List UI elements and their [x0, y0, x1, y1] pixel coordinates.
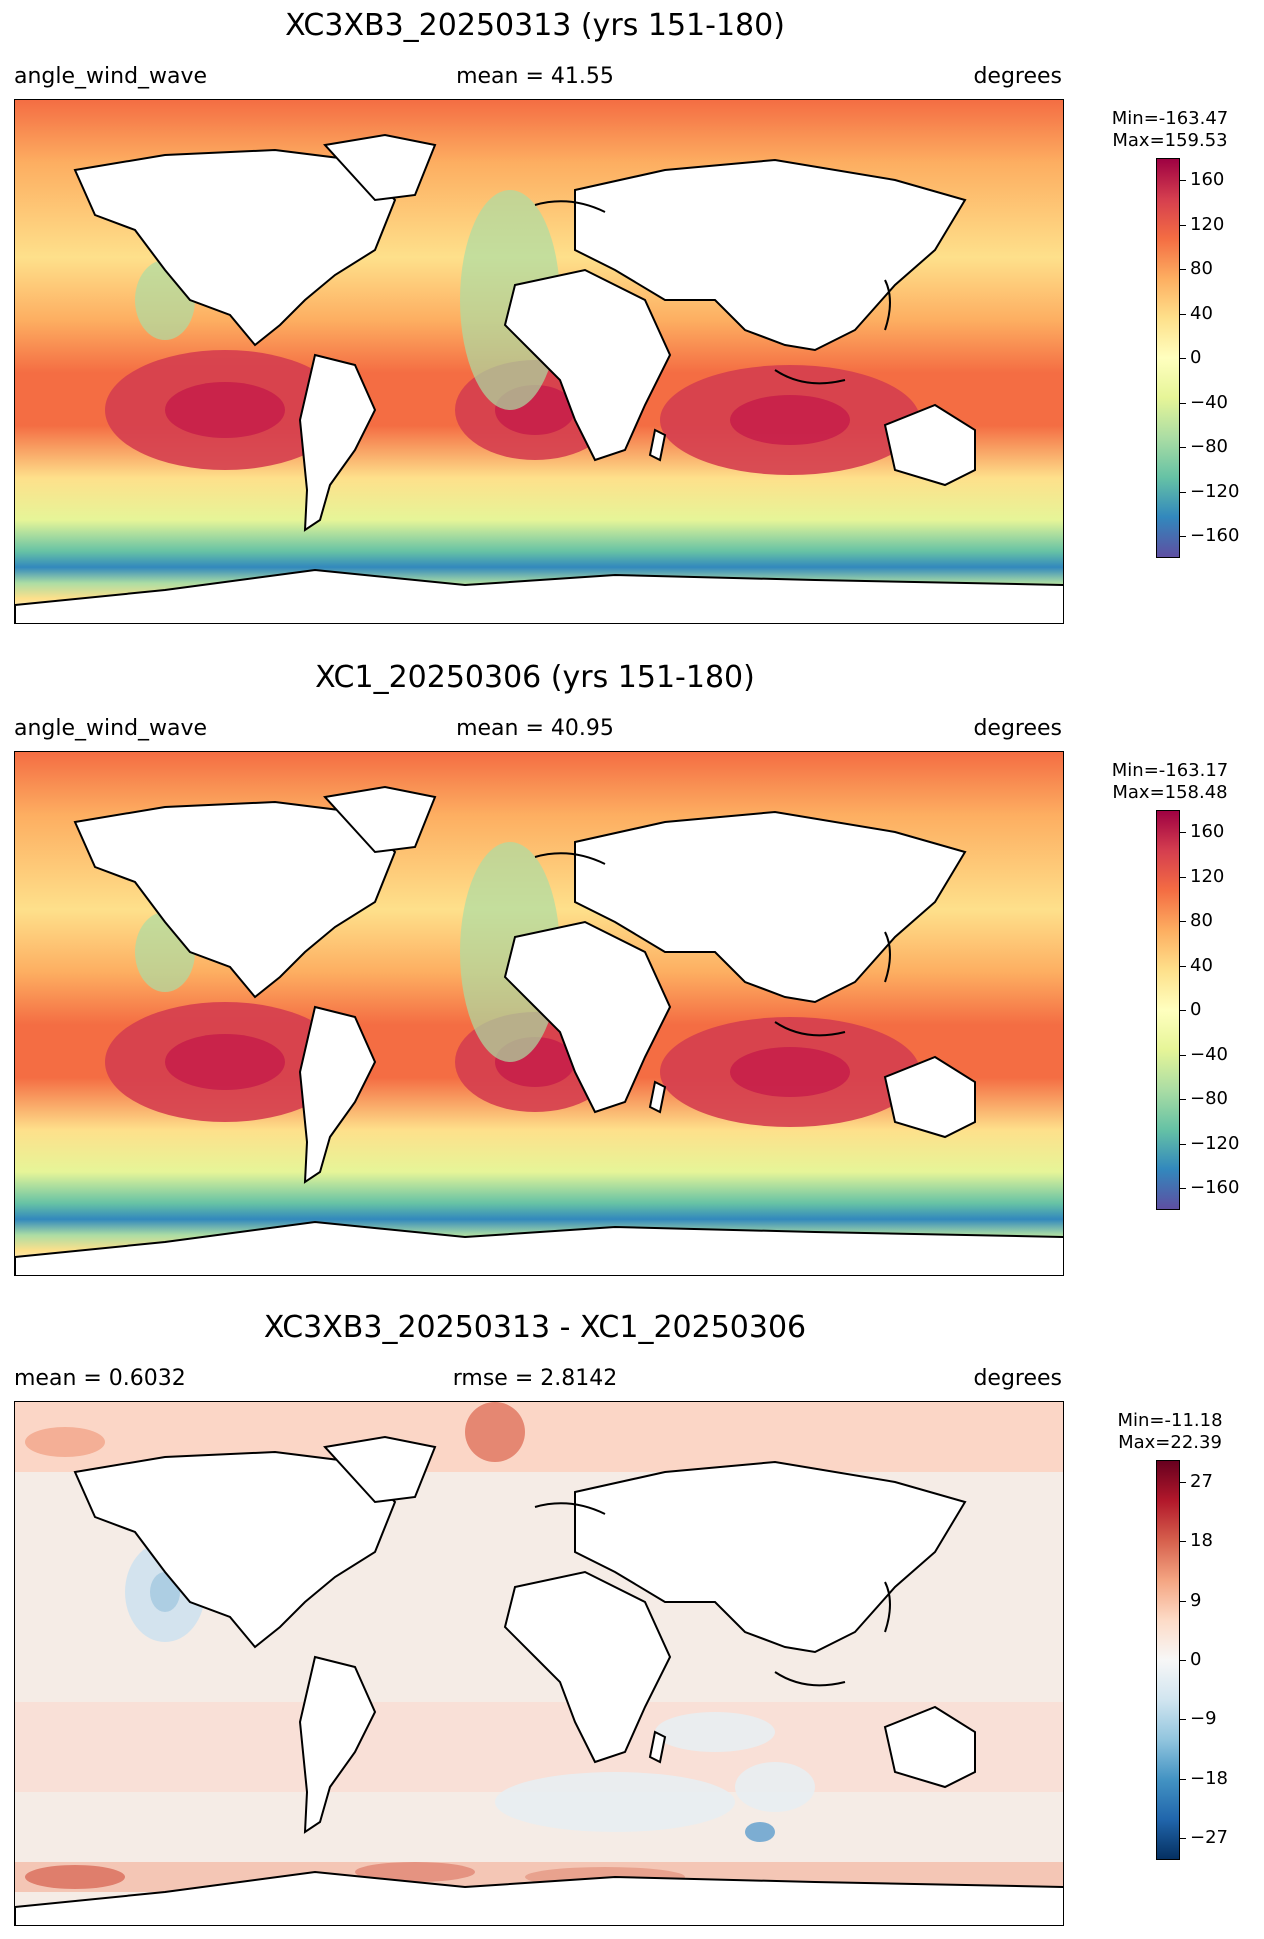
colorbar	[1156, 1460, 1180, 1860]
tick-mark	[1180, 1482, 1186, 1483]
map-panel-2: XC1_20250306 (yrs 151-180) angle_wind_wa…	[0, 660, 1264, 1280]
tick-mark	[1180, 876, 1186, 878]
panel-title: XC3XB3_20250313 - XC1_20250306	[263, 1310, 807, 1345]
rmse-label: rmse = 2.8142	[452, 1366, 618, 1391]
tick-label: 40	[1190, 954, 1213, 976]
tick-mark	[1180, 1541, 1186, 1543]
mean-label: mean = 40.95	[456, 716, 614, 741]
tick-label: 160	[1190, 821, 1225, 842]
tick-label: −18	[1190, 1767, 1228, 1789]
tick-mark	[1180, 1838, 1186, 1839]
min-max-label: Min=-11.18 Max=22.39	[1080, 1410, 1260, 1454]
colorbar	[1156, 158, 1180, 558]
colorbar-ticks: 160 120 80 40 0 −40 −80 −120 −160	[1180, 158, 1260, 558]
units-label: degrees	[973, 1366, 1062, 1391]
tick-label: 120	[1190, 213, 1225, 235]
tick-label: 160	[1190, 169, 1225, 190]
tick-label: 0	[1190, 999, 1202, 1020]
tick-mark	[1180, 536, 1186, 537]
tick-label: −160	[1190, 525, 1240, 546]
mean-label: mean = 41.55	[456, 64, 614, 89]
max-value: Max=159.53	[1112, 130, 1228, 151]
tick-mark	[1180, 1099, 1186, 1100]
tick-label: 120	[1190, 865, 1225, 887]
colorbar-ticks: 27 18 9 0 −9 −18 −27	[1180, 1460, 1260, 1860]
colorbar	[1156, 810, 1180, 1210]
tick-mark	[1180, 1719, 1186, 1721]
tick-mark	[1180, 1010, 1186, 1011]
map-panel-1: XC3XB3_20250313 (yrs 151-180) angle_wind…	[0, 8, 1264, 628]
tick-label: −120	[1190, 1132, 1240, 1154]
tick-label: −80	[1190, 1088, 1228, 1109]
tick-mark	[1180, 180, 1186, 181]
max-value: Max=22.39	[1118, 1432, 1222, 1453]
tick-label: 80	[1190, 910, 1213, 931]
tick-mark	[1180, 1143, 1186, 1145]
tick-label: −120	[1190, 480, 1240, 502]
tick-label: 0	[1190, 347, 1202, 368]
panel-title: XC3XB3_20250313 (yrs 151-180)	[285, 8, 785, 43]
world-map	[14, 751, 1064, 1276]
tick-label: 0	[1190, 1649, 1202, 1670]
mean-label: mean = 0.6032	[14, 1366, 186, 1391]
tick-mark	[1180, 447, 1186, 448]
min-max-label: Min=-163.17 Max=158.48	[1080, 760, 1260, 804]
units-label: degrees	[973, 716, 1062, 741]
tick-mark	[1180, 269, 1186, 270]
tick-label: 9	[1190, 1589, 1202, 1611]
tick-mark	[1180, 491, 1186, 493]
colorbar-ticks: 160 120 80 40 0 −40 −80 −120 −160	[1180, 810, 1260, 1210]
world-map	[14, 1401, 1064, 1926]
variable-label: angle_wind_wave	[14, 64, 208, 89]
min-value: Min=-11.18	[1117, 1410, 1223, 1431]
variable-label: angle_wind_wave	[14, 716, 208, 741]
min-max-label: Min=-163.47 Max=159.53	[1080, 108, 1260, 152]
tick-label: −160	[1190, 1177, 1240, 1198]
map-panel-diff: XC3XB3_20250313 - XC1_20250306 mean = 0.…	[0, 1310, 1264, 1930]
tick-mark	[1180, 1188, 1186, 1189]
tick-label: 18	[1190, 1530, 1213, 1552]
tick-mark	[1180, 224, 1186, 226]
tick-label: 40	[1190, 302, 1213, 324]
tick-mark	[1180, 1778, 1186, 1780]
tick-label: −40	[1190, 391, 1228, 413]
tick-label: 80	[1190, 258, 1213, 279]
tick-label: −40	[1190, 1043, 1228, 1065]
tick-label: 27	[1190, 1471, 1213, 1492]
tick-label: −80	[1190, 436, 1228, 457]
tick-mark	[1180, 402, 1186, 404]
tick-label: −27	[1190, 1827, 1228, 1848]
tick-label: −9	[1190, 1708, 1217, 1730]
min-value: Min=-163.17	[1111, 760, 1229, 781]
tick-mark	[1180, 921, 1186, 922]
tick-mark	[1180, 965, 1186, 967]
tick-mark	[1180, 1600, 1186, 1602]
tick-mark	[1180, 832, 1186, 833]
world-map	[14, 99, 1064, 624]
tick-mark	[1180, 1660, 1186, 1661]
max-value: Max=158.48	[1112, 782, 1228, 803]
tick-mark	[1180, 1054, 1186, 1056]
min-value: Min=-163.47	[1111, 108, 1229, 129]
tick-mark	[1180, 313, 1186, 315]
units-label: degrees	[973, 64, 1062, 89]
panel-title: XC1_20250306 (yrs 151-180)	[315, 660, 755, 695]
tick-mark	[1180, 358, 1186, 359]
